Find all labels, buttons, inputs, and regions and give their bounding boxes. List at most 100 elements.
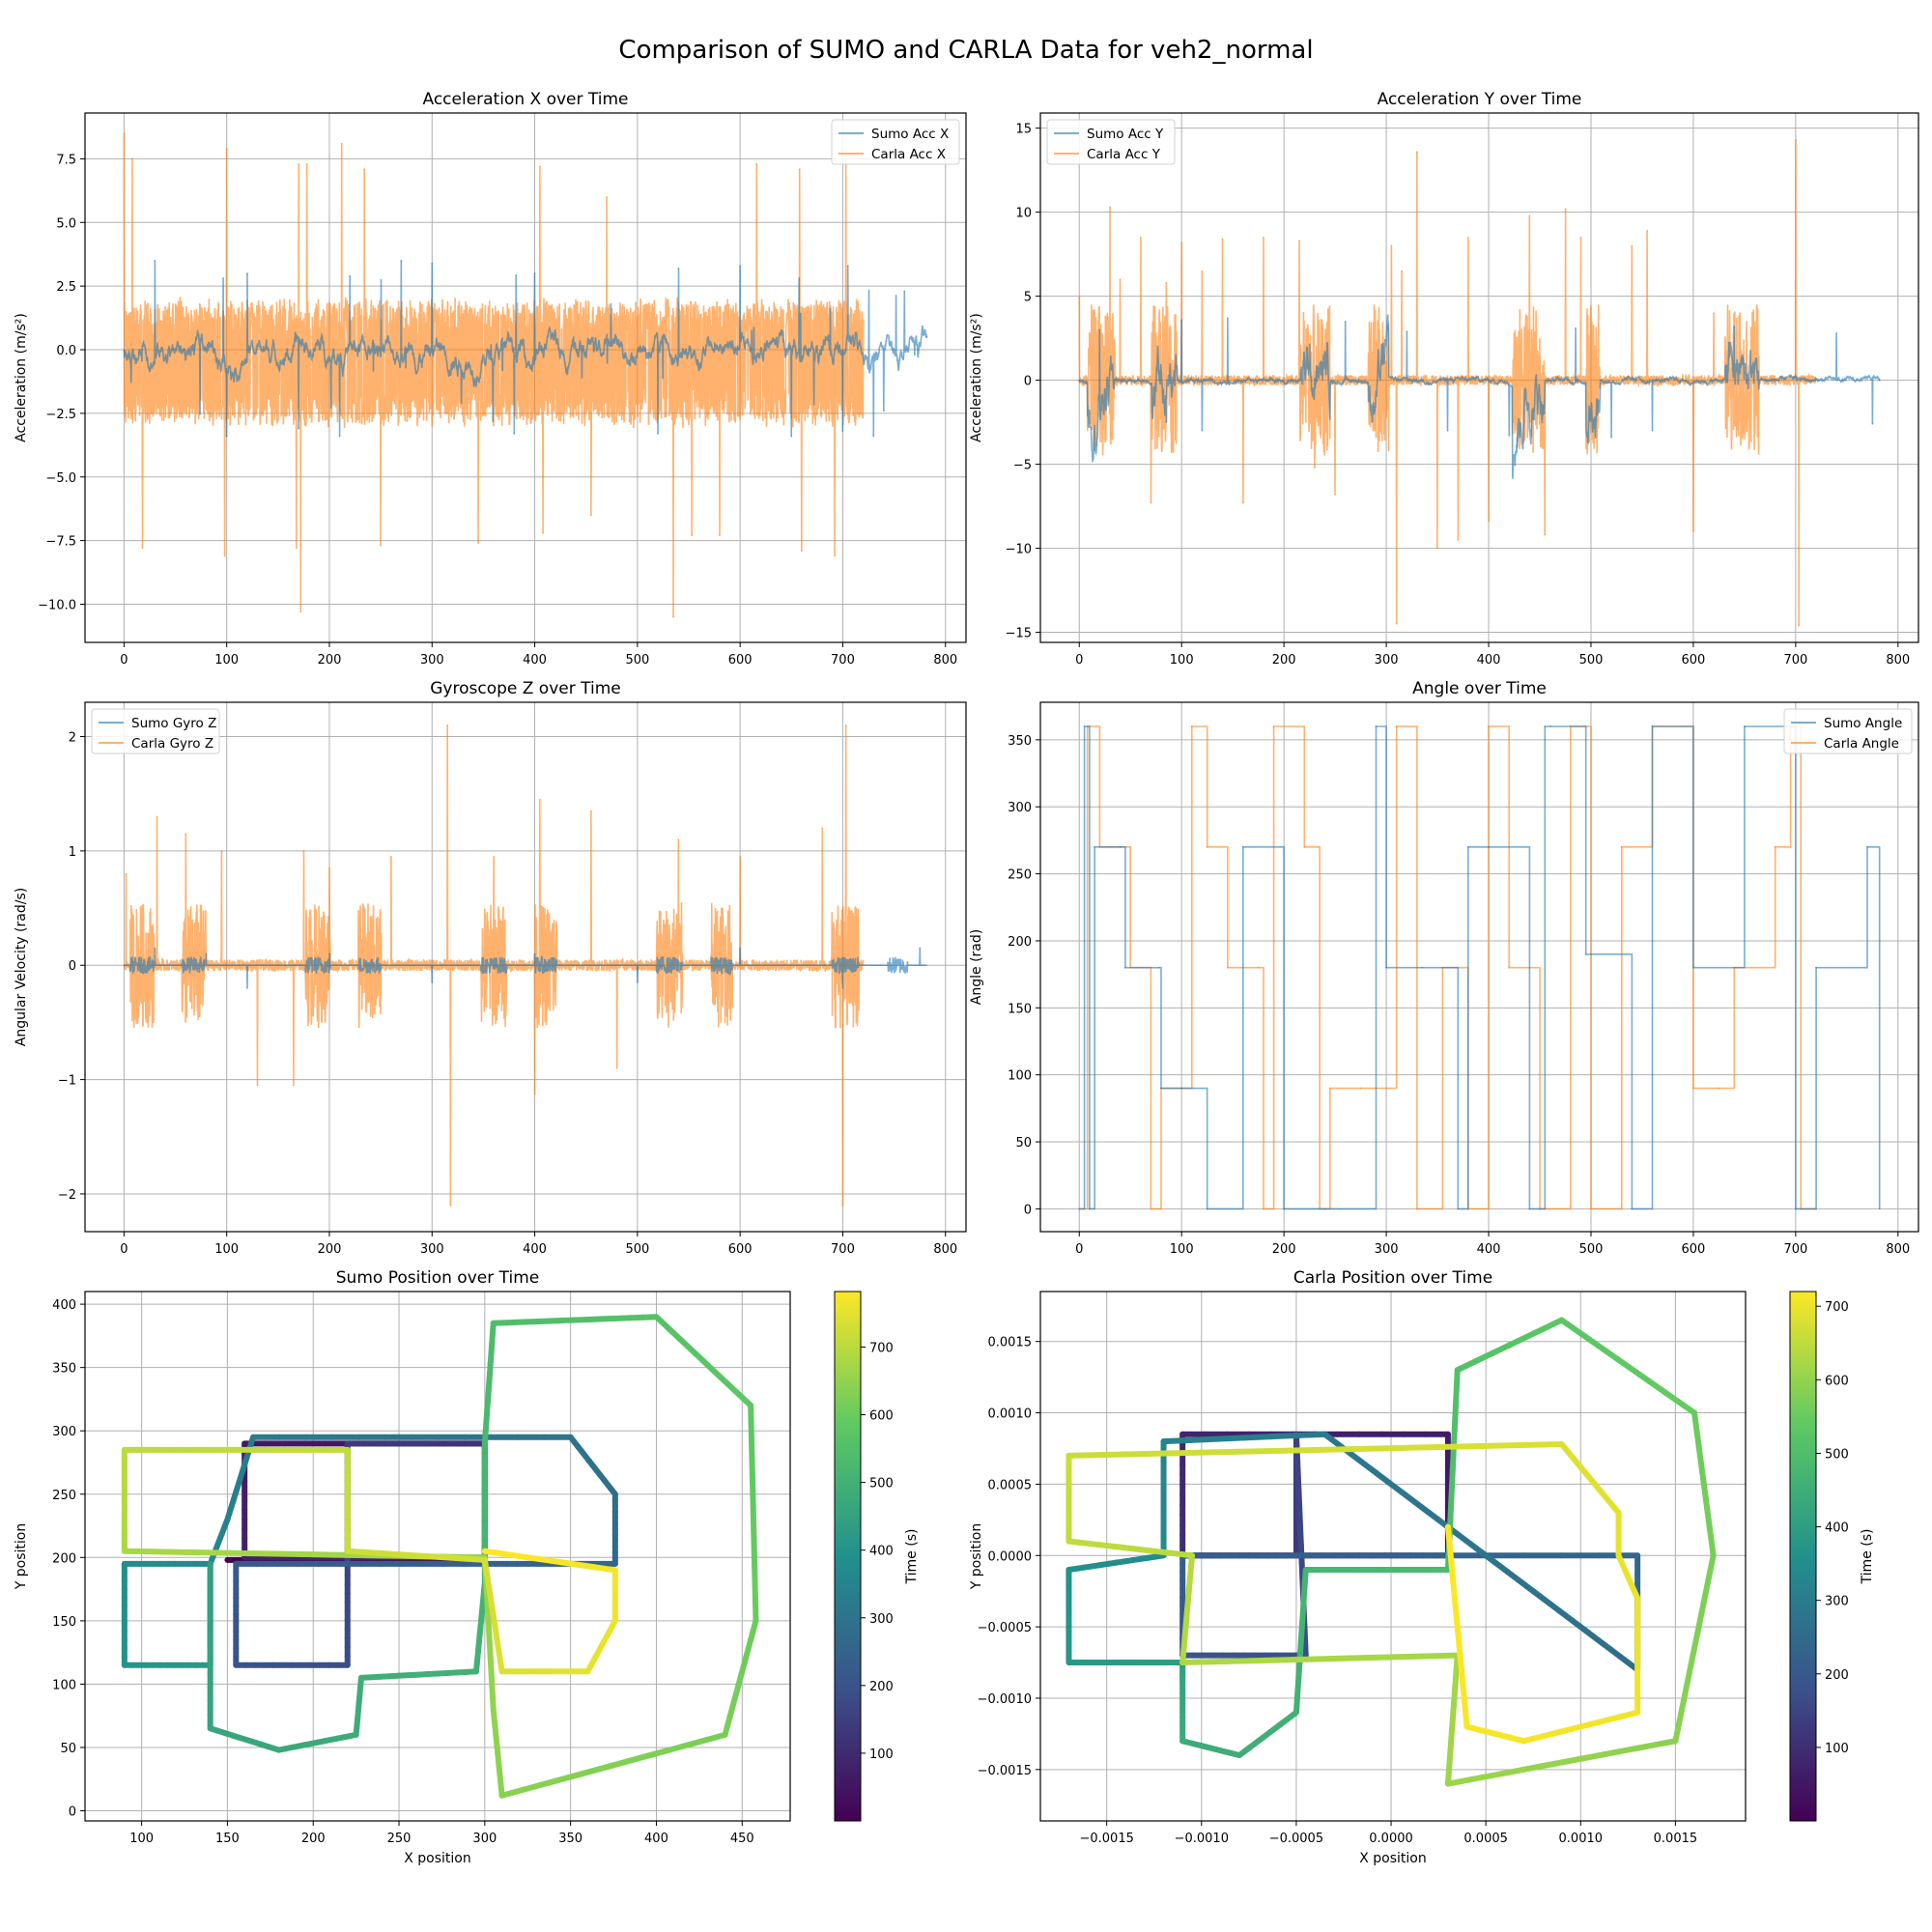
y-tick-label: −2 — [58, 1188, 76, 1203]
data-point — [539, 165, 541, 168]
y-axis-label: Y position — [14, 1523, 29, 1590]
data-point — [1201, 270, 1204, 272]
x-tick-label: 0.0010 — [1559, 1832, 1604, 1846]
trajectory-point — [331, 1551, 368, 1559]
plot-frame — [84, 701, 967, 1233]
colorbar-tick-label: 400 — [869, 1545, 894, 1559]
trajectory-point — [1483, 1770, 1508, 1780]
data-point — [790, 435, 793, 438]
data-point — [1866, 846, 1868, 848]
legend-label: Sumo Acc X — [871, 127, 949, 142]
x-tick-label: 200 — [1272, 1242, 1296, 1257]
panel-title: Acceleration Y over Time — [1378, 90, 1582, 109]
x-tick-label: 0.0005 — [1463, 1832, 1508, 1846]
x-tick-label: 0 — [120, 653, 128, 668]
data-point — [446, 724, 449, 726]
data-point — [1180, 242, 1183, 243]
x-tick-label: 700 — [1783, 653, 1807, 668]
trajectory-point — [1374, 1470, 1406, 1496]
data-point — [380, 545, 382, 547]
panel-gyro_z: 0 100 200 300 400 500 600 700 800 −2 −1 0 1 2 Gyroscop… — [14, 679, 967, 1257]
series-line-carla — [1078, 139, 1817, 626]
data-point — [1329, 1087, 1331, 1090]
x-tick-label: 300 — [1375, 653, 1399, 668]
data-point — [1180, 319, 1183, 321]
data-point — [1878, 1208, 1881, 1210]
data-point — [156, 815, 158, 818]
colorbar — [834, 1291, 862, 1822]
data-point — [1815, 966, 1817, 969]
plot-frame — [84, 1291, 791, 1822]
trajectory-point — [554, 1772, 580, 1784]
x-tick-label: 100 — [214, 653, 239, 668]
trajectory-point — [271, 1550, 308, 1558]
colorbar-tick-label: 500 — [1825, 1447, 1849, 1462]
data-point — [1190, 725, 1193, 727]
y-tick-label: 50 — [1015, 1136, 1032, 1151]
data-point — [1446, 430, 1449, 432]
data-point — [1436, 547, 1438, 550]
trajectory-point — [703, 1731, 728, 1744]
trajectory-point — [1301, 1634, 1309, 1659]
colorbar-tick-label: 700 — [1825, 1300, 1849, 1315]
trajectory-point — [1271, 1656, 1300, 1663]
trajectory-point — [1348, 1451, 1380, 1477]
data-point — [844, 724, 847, 726]
y-tick-label: 0 — [1024, 375, 1032, 389]
y-tick-label: −10.0 — [38, 598, 76, 612]
panel-title: Angle over Time — [1412, 679, 1547, 698]
data-point — [1835, 332, 1838, 334]
trajectory-point — [1478, 1548, 1511, 1575]
data-point — [846, 265, 849, 267]
trajectory-point — [1385, 1653, 1415, 1661]
data-point — [1206, 1208, 1208, 1210]
data-point — [1579, 236, 1582, 239]
data-point — [1098, 328, 1101, 331]
data-point — [919, 947, 921, 950]
data-point — [131, 157, 133, 160]
data-point — [1078, 379, 1081, 382]
y-tick-label: 1 — [69, 845, 76, 860]
trajectory-point — [1295, 1486, 1303, 1512]
data-point — [1590, 1208, 1592, 1210]
x-tick-label: 250 — [387, 1832, 412, 1846]
trajectory-point — [1408, 1653, 1438, 1660]
data-point — [220, 850, 223, 852]
plot-frame — [1039, 112, 1919, 643]
trajectory-point — [1463, 1774, 1490, 1783]
y-tick-label: 250 — [1008, 868, 1032, 883]
data-point — [1395, 725, 1398, 727]
x-tick-label: 500 — [1579, 1242, 1604, 1257]
y-tick-label: −15 — [1006, 627, 1032, 641]
data-point — [1165, 281, 1168, 284]
data-point — [1298, 240, 1300, 242]
data-point — [755, 162, 757, 165]
y-tick-label: −5.0 — [45, 471, 76, 486]
data-point — [225, 148, 228, 150]
legend-label: Sumo Gyro Z — [131, 716, 216, 731]
data-point — [1089, 1208, 1091, 1210]
x-tick-label: 0 — [1075, 1242, 1083, 1257]
trajectory-point — [1340, 1655, 1369, 1662]
panel-title: Acceleration X over Time — [422, 90, 628, 109]
y-tick-label: −5 — [1013, 459, 1032, 473]
x-tick-label: 0.0000 — [1369, 1832, 1413, 1846]
x-tick-label: 600 — [728, 1242, 753, 1257]
legend: Sumo Gyro Z Carla Gyro Z — [91, 708, 220, 754]
data-point — [1646, 229, 1649, 232]
trajectory-point — [1225, 1658, 1255, 1664]
data-point — [1401, 270, 1403, 272]
data-point — [123, 964, 126, 967]
trajectory-point — [1248, 1657, 1278, 1664]
data-point — [1416, 151, 1418, 153]
data-point — [340, 142, 343, 145]
data-point — [477, 542, 479, 545]
x-tick-label: 800 — [933, 653, 957, 668]
y-tick-label: 2.5 — [56, 280, 76, 295]
data-point — [615, 1066, 618, 1069]
x-tick-label: 0.0015 — [1654, 1832, 1698, 1846]
y-tick-label: 100 — [52, 1678, 76, 1692]
x-tick-label: 300 — [1375, 1242, 1399, 1257]
trajectory-point — [151, 1548, 188, 1555]
data-point — [1774, 846, 1776, 848]
